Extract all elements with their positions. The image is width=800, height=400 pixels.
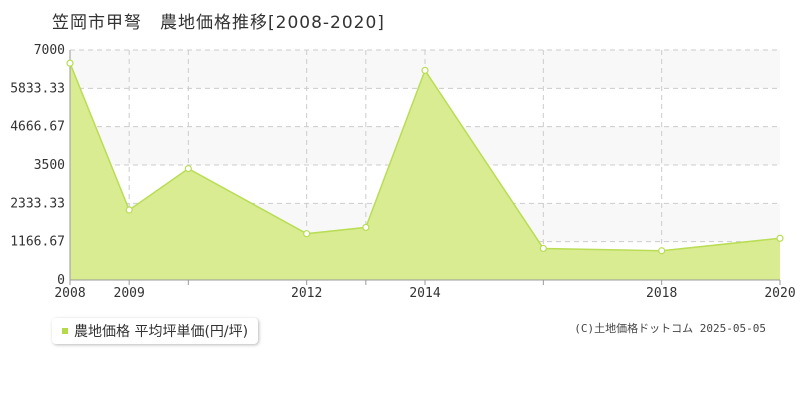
data-point (539, 244, 547, 253)
data-point (66, 59, 74, 67)
x-tick-label: 2009 (114, 286, 145, 301)
y-tick-label: 1166.67 (10, 235, 65, 250)
y-tick-label: 4666.67 (10, 120, 65, 135)
data-point (303, 230, 311, 238)
data-point (125, 206, 133, 214)
legend: 農地価格 平均坪単価(円/坪) (52, 318, 259, 344)
legend-swatch (62, 328, 68, 334)
data-point (184, 165, 192, 173)
data-point (362, 223, 370, 232)
data-point (421, 66, 429, 74)
copyright: (C)土地価格ドットコム 2025-05-05 (574, 322, 766, 335)
data-point (776, 234, 784, 242)
y-tick-label: 5833.33 (10, 81, 65, 96)
x-tick-label: 2020 (764, 286, 795, 301)
y-tick-label: 7000 (34, 43, 65, 58)
data-point (658, 247, 666, 255)
x-tick-label: 2008 (54, 286, 85, 301)
y-tick-label: 0 (57, 273, 65, 288)
y-tick-label: 3500 (34, 158, 65, 173)
area-fill (70, 63, 780, 281)
x-tick-label: 2012 (291, 286, 322, 301)
y-tick-label: 2333.33 (10, 196, 65, 211)
chart-title: 笠岡市甲弩 農地価格推移[2008-2020] (52, 13, 385, 33)
x-tick-label: 2018 (646, 286, 677, 301)
legend-label: 農地価格 平均坪単価(円/坪) (74, 324, 249, 340)
x-tick-label: 2014 (409, 286, 440, 301)
